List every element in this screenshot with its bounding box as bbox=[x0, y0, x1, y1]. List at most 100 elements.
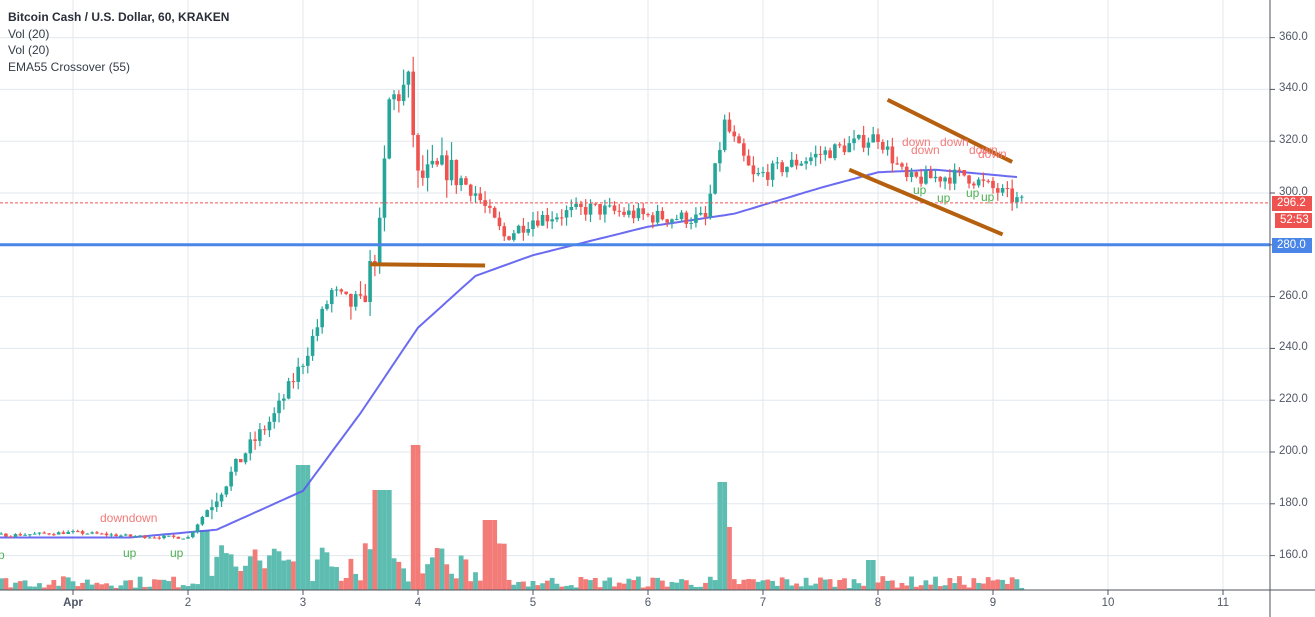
volume-bar bbox=[722, 482, 728, 590]
candle-body bbox=[363, 295, 368, 303]
symbol-title[interactable]: Bitcoin Cash / U.S. Dollar, 60, KRAKEN bbox=[8, 10, 230, 24]
candle-body bbox=[238, 459, 243, 463]
candle-body bbox=[876, 134, 880, 143]
candle-body bbox=[329, 290, 334, 305]
volume-bar bbox=[334, 567, 339, 590]
candle-body bbox=[521, 225, 526, 233]
volume-bar bbox=[8, 587, 14, 590]
candle-body bbox=[37, 532, 42, 534]
candle-body bbox=[660, 210, 665, 220]
volume-bar bbox=[703, 582, 708, 590]
candle-body bbox=[617, 210, 622, 212]
candle-body bbox=[833, 144, 837, 159]
volume-bar bbox=[99, 584, 105, 590]
candle-body bbox=[627, 210, 631, 215]
candle-body bbox=[866, 142, 871, 148]
candle-body bbox=[71, 531, 75, 533]
candle-body bbox=[636, 208, 641, 219]
signal-down-label: down bbox=[978, 147, 1007, 161]
volume-bar bbox=[688, 584, 694, 590]
candle-body bbox=[435, 160, 439, 165]
candle-body bbox=[286, 381, 291, 399]
volume-bar bbox=[176, 587, 181, 590]
candle-body bbox=[109, 534, 114, 536]
candle-body bbox=[420, 170, 425, 178]
volume-bar bbox=[391, 558, 397, 590]
candle-body bbox=[56, 532, 61, 535]
candle-body bbox=[190, 531, 195, 538]
volume-bar bbox=[928, 584, 934, 590]
candle-body bbox=[914, 172, 919, 177]
candle-body bbox=[382, 158, 387, 218]
volume-bar bbox=[434, 548, 440, 590]
candle-body bbox=[995, 188, 1000, 193]
volume-bar bbox=[904, 585, 910, 590]
candle-body bbox=[967, 175, 971, 184]
candle-body bbox=[991, 180, 995, 189]
candle-body bbox=[1000, 188, 1005, 193]
candle-body bbox=[924, 170, 928, 184]
candle-body bbox=[972, 183, 976, 186]
candle-body bbox=[234, 459, 238, 472]
volume-bar bbox=[276, 551, 282, 590]
volume-bar bbox=[262, 568, 268, 590]
candle-body bbox=[593, 203, 598, 205]
volume-bar bbox=[794, 583, 799, 590]
volume-bar bbox=[588, 580, 593, 590]
volume-bar bbox=[319, 547, 325, 590]
candle-body bbox=[454, 159, 459, 186]
volume-bar bbox=[985, 577, 991, 590]
price-tick-label: 200.0 bbox=[1279, 445, 1308, 457]
volume-bar bbox=[568, 585, 574, 590]
candle-body bbox=[535, 220, 540, 226]
volume-bar bbox=[961, 584, 967, 590]
candle-body bbox=[167, 535, 171, 537]
candle-body bbox=[718, 150, 722, 164]
volume-bar bbox=[199, 530, 205, 590]
trend-line[interactable] bbox=[848, 167, 1004, 237]
indicator-ema55[interactable]: EMA55 Crossover (55) bbox=[8, 59, 131, 74]
volume-bar bbox=[171, 576, 177, 590]
candle-body bbox=[99, 533, 104, 535]
volume-bar bbox=[482, 520, 488, 590]
candle-body bbox=[948, 177, 952, 184]
signal-up-label: up bbox=[170, 546, 184, 560]
volume-bar bbox=[219, 545, 224, 590]
candle-body bbox=[574, 203, 578, 208]
volume-bar bbox=[1004, 583, 1010, 590]
volume-bar bbox=[473, 572, 478, 590]
candle-body bbox=[919, 176, 923, 184]
volume-bar bbox=[842, 578, 847, 590]
candle-body bbox=[478, 193, 483, 201]
candle-body bbox=[248, 439, 253, 454]
candle-body bbox=[80, 531, 85, 534]
volume-bar bbox=[573, 587, 579, 590]
volume-bar bbox=[851, 579, 857, 590]
volume-bar bbox=[827, 579, 833, 590]
volume-bar bbox=[89, 584, 95, 590]
volume-bar bbox=[664, 586, 670, 590]
candle-body bbox=[444, 155, 449, 181]
volume-bar bbox=[501, 543, 507, 590]
signal-down-label: down bbox=[911, 143, 940, 157]
candle-body bbox=[377, 217, 382, 263]
trend-line[interactable] bbox=[370, 262, 486, 268]
candle-body bbox=[852, 138, 856, 144]
volume-bar bbox=[995, 579, 1001, 590]
candle-body bbox=[325, 304, 329, 309]
volume-bar bbox=[156, 579, 162, 590]
volume-bar bbox=[765, 579, 771, 590]
volume-bar bbox=[727, 527, 732, 590]
trend-line[interactable] bbox=[886, 97, 1014, 164]
signal-down-label: downdown bbox=[100, 511, 158, 525]
volume-bar bbox=[492, 520, 498, 590]
candle-body bbox=[272, 413, 277, 422]
candle-body bbox=[373, 261, 377, 263]
candle-body bbox=[449, 159, 454, 181]
candle-body bbox=[200, 516, 205, 525]
time-tick-label: 5 bbox=[529, 597, 537, 609]
candle-body bbox=[28, 534, 32, 536]
indicator-vol-2[interactable]: Vol (20) bbox=[8, 43, 50, 57]
indicator-vol-1[interactable]: Vol (20) bbox=[8, 26, 50, 41]
